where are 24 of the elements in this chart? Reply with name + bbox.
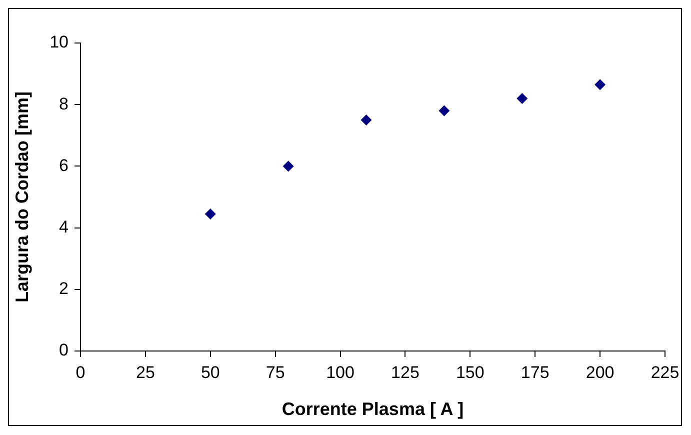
point xyxy=(594,79,606,90)
y-axis-title: Largura do Cordao [mm] xyxy=(12,91,32,303)
y-tick-label: 0 xyxy=(59,340,69,360)
point xyxy=(438,105,450,116)
x-tick-label: 75 xyxy=(266,362,285,382)
y-tick-label: 10 xyxy=(50,32,69,52)
point xyxy=(360,114,372,126)
x-tick-label: 150 xyxy=(456,362,484,382)
y-tick-label: 2 xyxy=(59,279,69,298)
x-tick-label: 175 xyxy=(520,362,550,382)
x-tick-label: 0 xyxy=(76,362,86,382)
point xyxy=(282,160,294,172)
point xyxy=(516,92,528,104)
x-tick-label: 100 xyxy=(326,362,354,382)
x-tick-label: 125 xyxy=(391,362,420,382)
y-tick-label: 4 xyxy=(59,217,69,236)
x-axis-title: Corrente Plasma [ A ] xyxy=(282,399,464,420)
x-tick-label: 50 xyxy=(200,362,220,382)
point xyxy=(204,208,216,220)
x-tick-label: 25 xyxy=(136,362,155,382)
y-tick-label: 8 xyxy=(59,94,69,114)
y-tick-label: 6 xyxy=(59,156,69,175)
x-tick-label: 200 xyxy=(586,362,614,382)
x-tick-label: 225 xyxy=(650,362,680,382)
